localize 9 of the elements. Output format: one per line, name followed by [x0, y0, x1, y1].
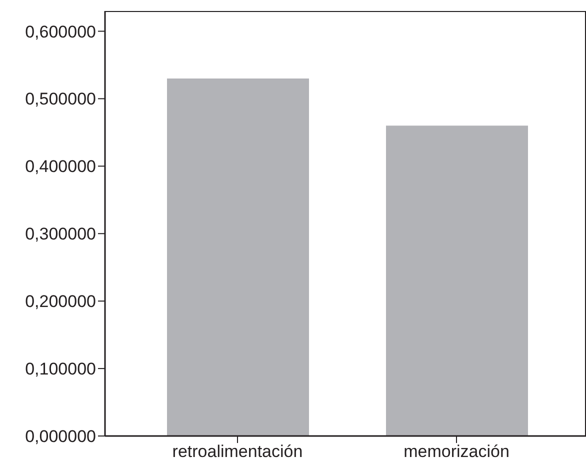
- y-tick-label: 0,100000: [25, 360, 96, 379]
- y-tick-label: 0,300000: [25, 224, 96, 244]
- y-tick-label: 0,500000: [25, 90, 96, 109]
- y-tick-label: 0,400000: [25, 157, 96, 176]
- y-tick-label: 0,600000: [25, 22, 96, 42]
- x-tick-label: retroalimentación: [172, 442, 303, 462]
- y-tick-label: 0,200000: [25, 292, 96, 312]
- x-tick-label: memorización: [404, 442, 510, 462]
- y-tick-label: 0,000000: [25, 427, 96, 446]
